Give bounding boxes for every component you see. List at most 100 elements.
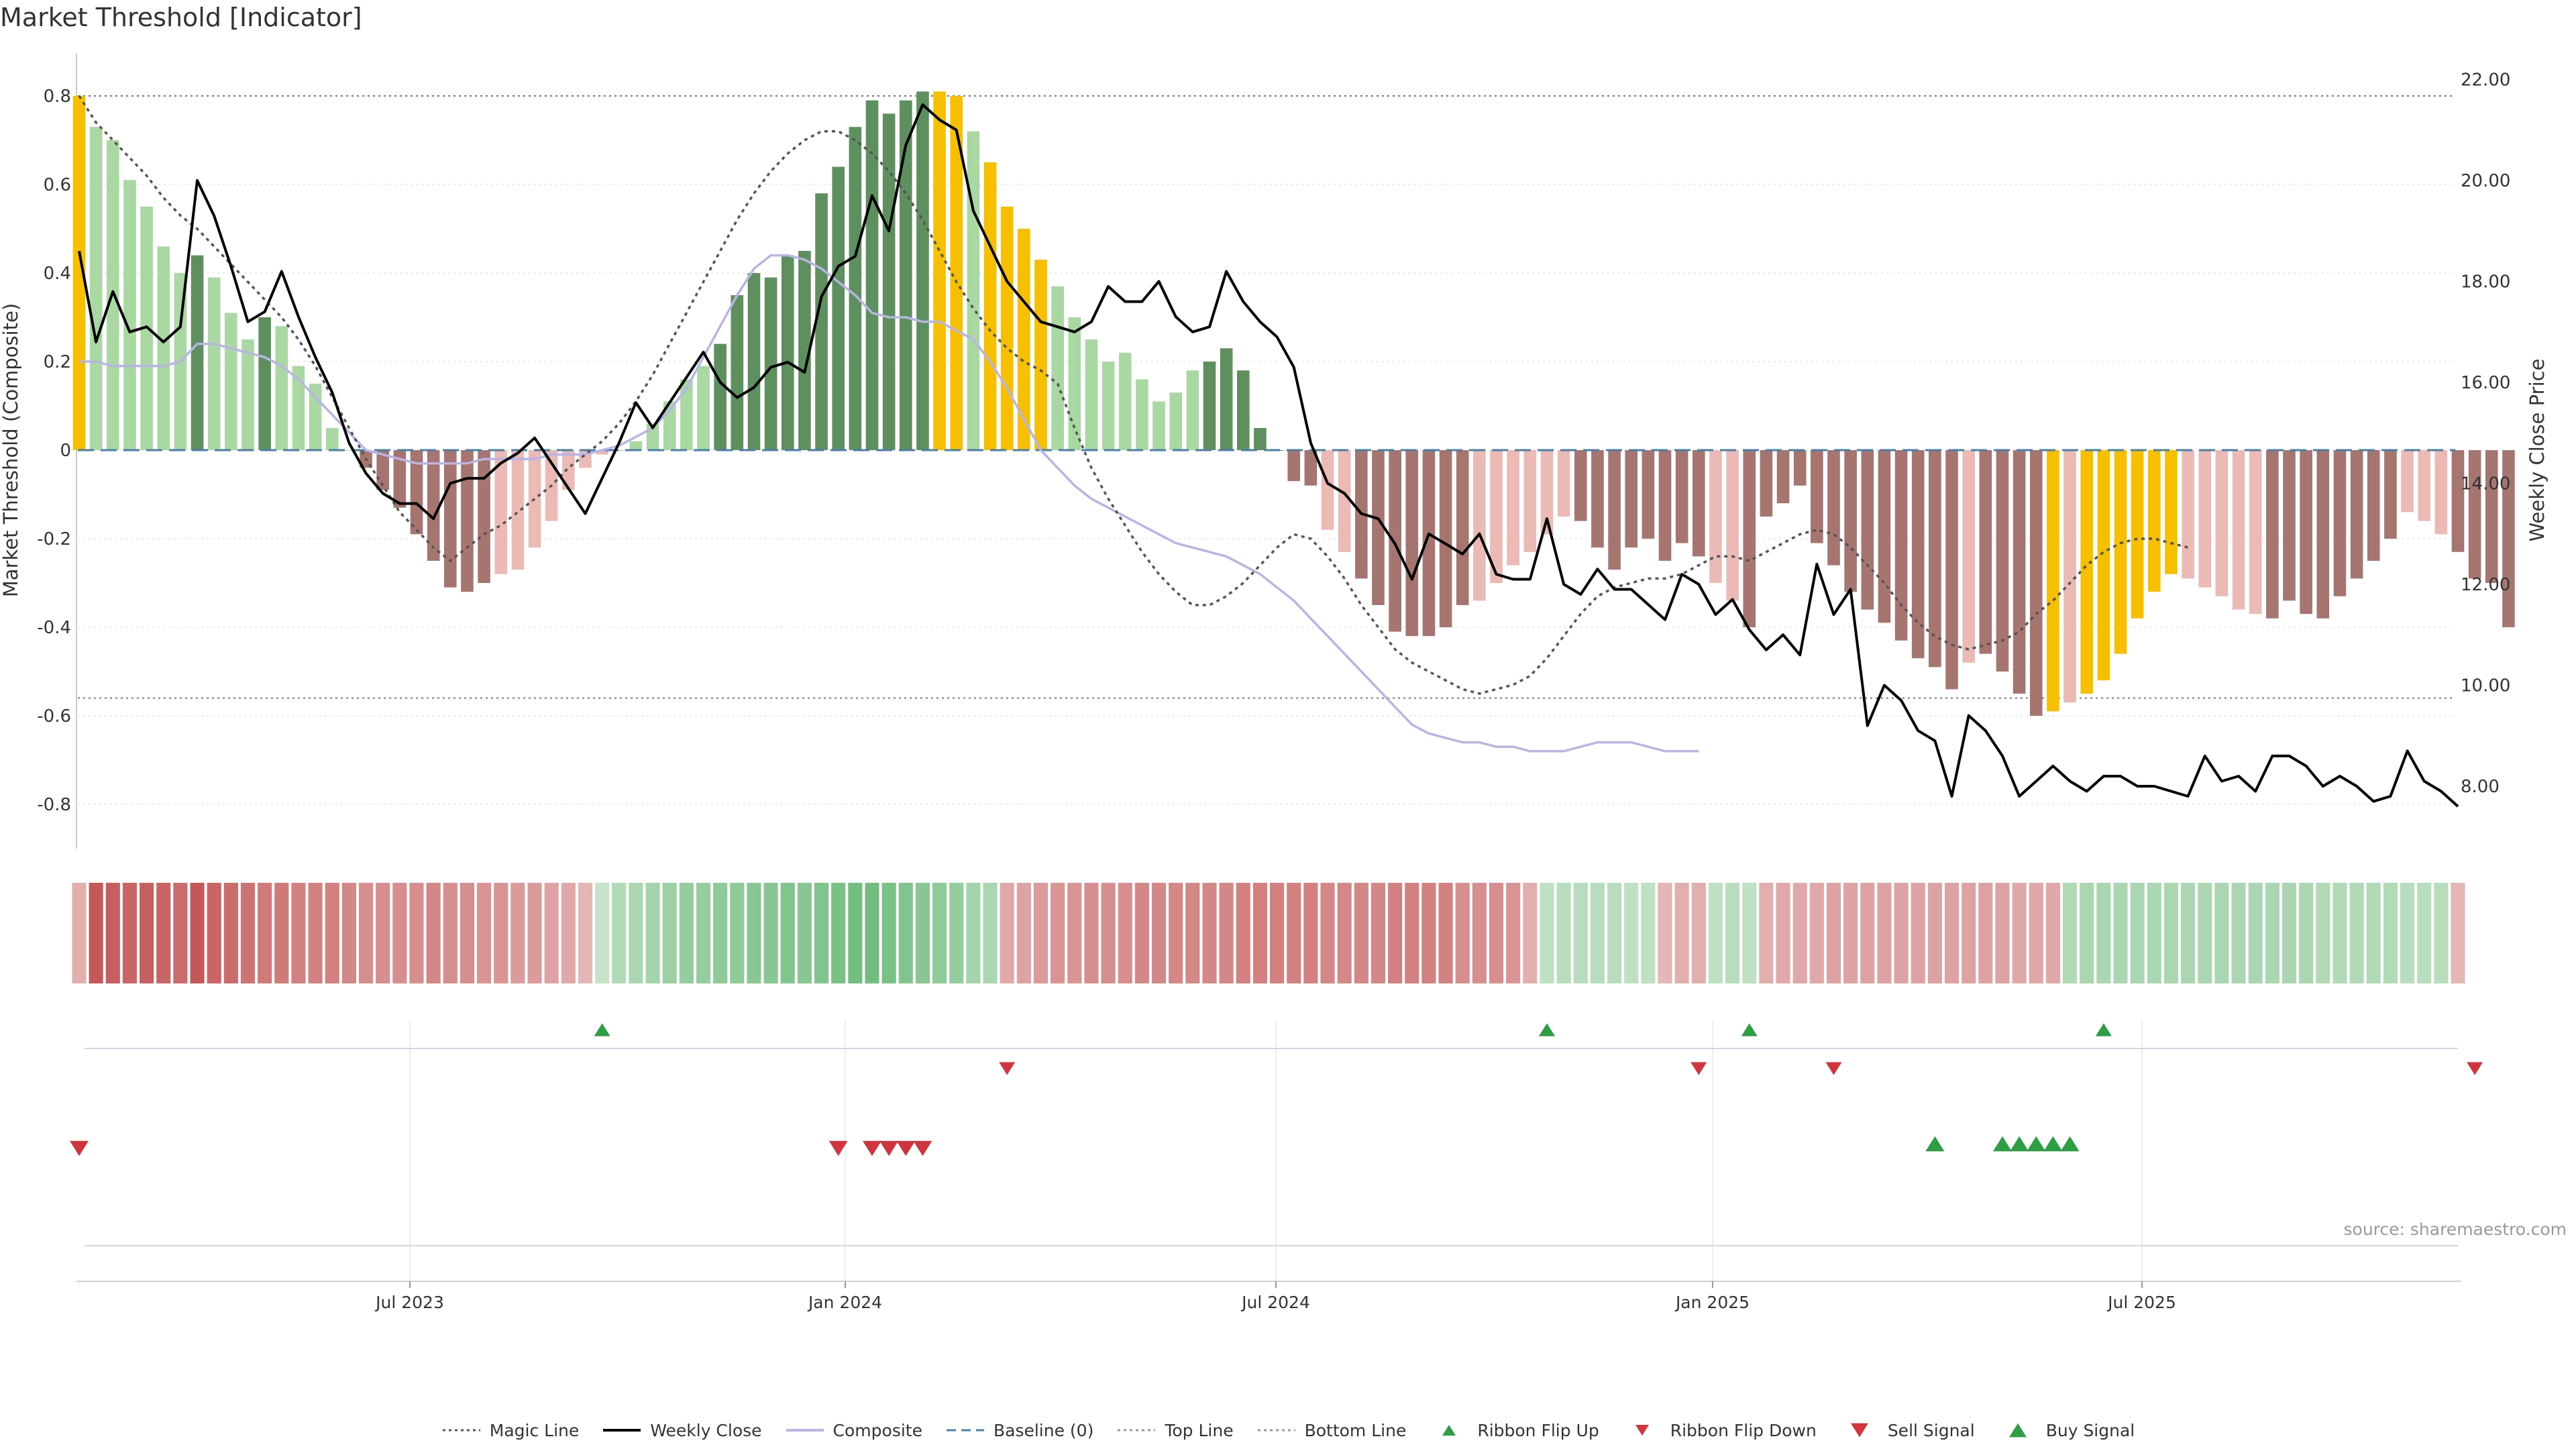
composite-bar bbox=[1557, 450, 1570, 517]
composite-bar bbox=[798, 251, 811, 450]
composite-bar bbox=[343, 450, 356, 451]
composite-bar bbox=[123, 180, 136, 450]
ribbon-cell bbox=[1674, 883, 1689, 983]
ribbon-cell bbox=[814, 883, 829, 983]
ribbon-cell bbox=[1776, 883, 1790, 983]
legend-label: Baseline (0) bbox=[993, 1420, 1094, 1440]
composite-bar bbox=[983, 162, 997, 450]
axes-layer: 0.8 0.6 0.4 0.2 0 -0.2 -0.4 -0.6 -0.8 22.00 20.00 1… bbox=[0, 70, 2548, 816]
ribbon-cell bbox=[1944, 883, 1960, 983]
composite-bar bbox=[2401, 450, 2414, 513]
composite-bar bbox=[1102, 362, 1115, 450]
composite-bar bbox=[2266, 450, 2279, 619]
ribbon-cell bbox=[376, 883, 390, 983]
ribbon-cell bbox=[2063, 883, 2078, 983]
composite-bar bbox=[731, 295, 744, 450]
composite-bar bbox=[2148, 450, 2161, 592]
legend-item: Sell Signal bbox=[1839, 1420, 1975, 1440]
composite-bar bbox=[1051, 286, 1064, 450]
ribbon-cell bbox=[72, 883, 87, 983]
ribbon-cell bbox=[1151, 883, 1167, 983]
ribbon-cell bbox=[443, 883, 458, 983]
composite-bar bbox=[967, 131, 980, 451]
ribbon-cell bbox=[1607, 883, 1622, 983]
y2-tick-label: 14.00 bbox=[2461, 474, 2510, 494]
composite-bar bbox=[1709, 450, 1722, 583]
ribbon-flip-down-marker bbox=[1690, 1062, 1707, 1075]
ribbon-cell bbox=[679, 883, 694, 983]
ribbon-cell bbox=[612, 883, 627, 983]
legend-label: Buy Signal bbox=[2045, 1420, 2135, 1440]
ribbon-flip-up-marker bbox=[1538, 1023, 1555, 1036]
legend-label: Ribbon Flip Down bbox=[1670, 1420, 1817, 1440]
ribbon-cell bbox=[1826, 883, 1841, 983]
legend-swatch-icon bbox=[442, 1429, 480, 1432]
ribbon-cell bbox=[2265, 883, 2279, 983]
composite-bar bbox=[2097, 450, 2110, 681]
composite-bar bbox=[2283, 450, 2296, 601]
ribbon-cell bbox=[696, 883, 711, 983]
composite-bar bbox=[325, 428, 339, 450]
composite-bar bbox=[2047, 450, 2059, 712]
magic-line bbox=[78, 95, 2189, 695]
y2-tick-label: 20.00 bbox=[2461, 171, 2510, 191]
ribbon-flip-up-marker bbox=[594, 1023, 610, 1036]
composite-bar bbox=[1962, 450, 1975, 663]
legend-item: Ribbon Flip Up bbox=[1429, 1420, 1599, 1440]
composite-bar bbox=[629, 441, 643, 450]
ribbon-cell bbox=[207, 883, 221, 983]
composite-bar bbox=[1000, 207, 1014, 450]
composite-bar bbox=[2451, 450, 2465, 552]
ribbon-cell bbox=[1894, 883, 1909, 983]
composite-bar bbox=[916, 91, 929, 450]
composite-bar bbox=[1236, 370, 1250, 450]
ribbon-cell bbox=[1388, 883, 1403, 983]
legend-swatch-icon bbox=[603, 1429, 641, 1432]
composite-bar bbox=[157, 246, 170, 450]
ribbon-cell bbox=[1624, 883, 1639, 983]
ribbon-cell bbox=[274, 883, 289, 983]
ribbon-cell bbox=[240, 883, 256, 983]
ribbon-cell bbox=[2434, 883, 2449, 983]
ribbon-flip-up-marker bbox=[2095, 1023, 2112, 1036]
ribbon-cell bbox=[1792, 883, 1807, 983]
ribbon-flip-down-marker bbox=[2467, 1062, 2483, 1075]
ribbon-cell bbox=[2299, 883, 2314, 983]
ribbon-cell bbox=[2029, 883, 2043, 983]
y2-tick-label: 12.00 bbox=[2461, 575, 2510, 595]
composite-bar bbox=[494, 450, 508, 574]
composite-bar bbox=[2249, 450, 2262, 614]
composite-bar bbox=[2468, 450, 2481, 579]
composite-bar bbox=[1945, 450, 1958, 690]
ribbon-cell bbox=[1134, 883, 1149, 983]
legend-label: Top Line bbox=[1165, 1420, 1234, 1440]
ribbon-cell bbox=[392, 883, 407, 983]
ribbon-cell bbox=[426, 883, 441, 983]
legend-swatch-icon bbox=[946, 1429, 984, 1432]
composite-bar bbox=[2198, 450, 2212, 588]
composite-bar bbox=[2029, 450, 2043, 716]
composite-bar bbox=[562, 450, 575, 490]
composite-bar bbox=[1220, 348, 1233, 450]
composite-bar bbox=[191, 255, 204, 450]
ribbon-cell bbox=[1658, 883, 1672, 983]
ribbon-cell bbox=[1911, 883, 1925, 983]
composite-bar bbox=[1979, 450, 1992, 654]
ribbon-cell bbox=[1033, 883, 1049, 983]
ribbon-cell bbox=[2012, 883, 2027, 983]
composite-bar bbox=[1068, 317, 1081, 450]
ribbon-cell bbox=[527, 883, 542, 983]
ribbon-flip-up-marker bbox=[1741, 1023, 1758, 1036]
legend-item: Buy Signal bbox=[1998, 1420, 2135, 1440]
composite-bar bbox=[1625, 450, 1638, 548]
ribbon-cell bbox=[932, 883, 947, 983]
y2-tick-label: 22.00 bbox=[2461, 70, 2510, 91]
composite-bar bbox=[1911, 450, 1925, 659]
ribbon-cell bbox=[2349, 883, 2364, 983]
legend-swatch-icon bbox=[1442, 1425, 1456, 1436]
ribbon-cell bbox=[258, 883, 272, 983]
ribbon-cell bbox=[1691, 883, 1706, 983]
ribbon-cell bbox=[1405, 883, 1419, 983]
sell-signal-marker bbox=[70, 1140, 89, 1157]
x-tick-label: Jul 2024 bbox=[1240, 1293, 1310, 1312]
